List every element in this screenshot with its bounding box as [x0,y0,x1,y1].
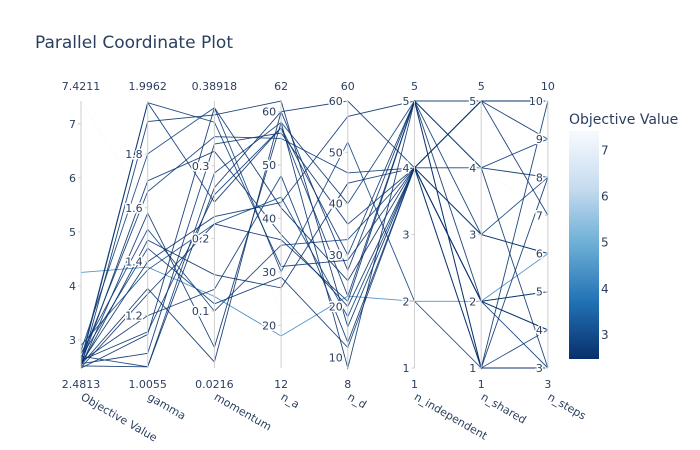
axis-min-label: 1 [411,378,418,391]
tick-label: 10 [529,95,543,108]
colorbar-gradient [569,131,599,359]
axis-title: n_steps [545,390,588,422]
tick-label: 5 [69,226,76,239]
axis-min-label: 1 [478,378,485,391]
tick-label: 60 [329,95,343,108]
axis-min-label: 8 [344,378,351,391]
axis-title: n_d [345,390,368,411]
tick-label: 0.2 [192,232,210,245]
tick-label: 5 [403,95,410,108]
tick-label: 50 [329,146,343,159]
tick-label: 1.6 [125,202,143,215]
tick-label: 20 [329,300,343,313]
tick-label: 9 [536,133,543,146]
trial-line [80,100,549,316]
axis-max-label: 5 [411,80,418,93]
axis-min-label: 0.0216 [195,378,234,391]
axis-title: n_shared [479,390,529,426]
tick-label: 20 [262,319,276,332]
trial-line [80,107,549,369]
tick-label: 7 [69,118,76,131]
tick-label: 50 [262,159,276,172]
tick-label: 4 [536,324,543,337]
tick-label: 8 [536,171,543,184]
tick-label: 5 [469,95,476,108]
axis-max-label: 62 [274,80,288,93]
axis-title: n_a [279,390,302,411]
tick-label: 6 [69,172,76,185]
colorbar: Objective Value 3 4 5 6 7 [569,112,678,359]
trial-line [80,100,548,370]
tick-label: 1 [469,362,476,375]
trial-line [80,167,549,346]
axis-max-label: 0.38918 [192,80,238,93]
tick-label: 6 [536,248,543,261]
tick-label: 0.1 [192,305,210,318]
axis-n_d[interactable]: 10 20 30 40 50 60 60 8n_d [327,80,369,411]
tick-label: 5 [536,286,543,299]
tick-label: 2 [469,295,476,308]
tick-label: 40 [329,198,343,211]
tick-label: 4 [469,162,476,175]
tick-label: 30 [329,249,343,262]
axis-title: n_independent [412,390,490,443]
trial-line [80,253,549,337]
axis-title: momentum [212,390,274,433]
tick-label: 10 [329,352,343,365]
axis-min-label: 3 [544,378,551,391]
tick-label: 0.3 [192,160,210,173]
trial-line [80,100,548,360]
trial-line [80,100,549,370]
tick-label: 30 [262,266,276,279]
tick-label: 40 [262,212,276,225]
tick-label: 2 [403,295,410,308]
colorbar-tick-label: 6 [601,190,609,204]
axis-max-label: 60 [341,80,355,93]
trial-line [80,99,548,368]
trial-line [80,99,549,370]
axis-max-label: 5 [478,80,485,93]
trial-line [80,100,549,369]
axis-min-label: 2.4813 [62,378,101,391]
tick-label: 3 [403,229,410,242]
page-title: Parallel Coordinate Plot [35,33,233,53]
colorbar-tick-label: 7 [601,143,609,157]
axis-max-label: 1.9962 [128,80,167,93]
trial-line [80,106,548,369]
axis-min-label: 1.0055 [128,378,167,391]
trial-line [80,100,549,368]
trial-line [80,100,548,368]
tick-label: 3 [469,229,476,242]
tick-label: 1 [403,362,410,375]
colorbar-tick-label: 3 [601,328,609,342]
trial-line [80,99,549,361]
colorbar-tick-label: 5 [601,236,609,250]
tick-label: 1.4 [125,256,143,269]
trial-line [80,166,549,362]
axis-max-label: 7.4211 [62,80,101,93]
tick-label: 3 [69,334,76,347]
tick-label: 3 [536,362,543,375]
colorbar-title: Objective Value [569,112,678,128]
tick-label: 4 [69,280,76,293]
axis-min-label: 12 [274,378,288,391]
tick-label: 60 [262,106,276,119]
colorbar-tick-label: 4 [601,282,609,296]
trial-line [80,167,549,366]
trial-lines [80,99,549,370]
tick-label: 1.2 [125,310,143,323]
axis-max-label: 10 [541,80,555,93]
axis-title: gamma [145,390,188,422]
tick-label: 1.8 [125,148,143,161]
trial-line [80,100,549,366]
tick-label: 7 [536,209,543,222]
tick-label: 4 [403,162,410,175]
